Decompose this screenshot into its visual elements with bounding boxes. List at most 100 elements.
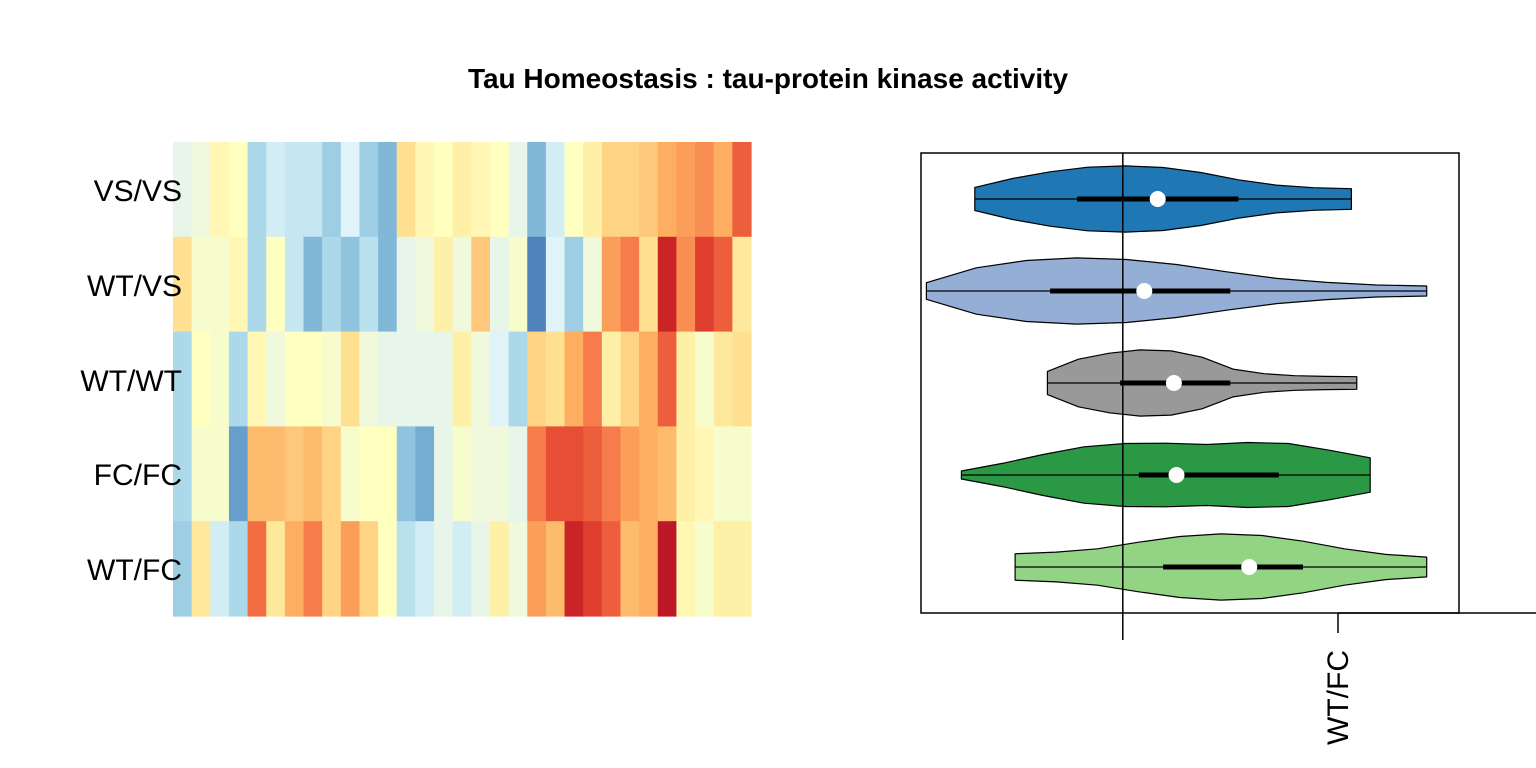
heatmap-cell-wt-vs-14 (415, 236, 435, 333)
row-label-fc-fc: FC/FC (94, 459, 182, 492)
heatmap-cell-wt-wt-26 (639, 331, 659, 427)
heatmap-cell-wt-wt-27 (657, 331, 678, 427)
violin-wt-fc (1014, 533, 1428, 601)
heatmap-row-labels: VS/VS WT/VS WT/WT FC/FC WT/FC (80, 175, 182, 587)
heatmap-cell-vs-vs-30 (713, 142, 733, 238)
heatmap-cell-wt-fc-6 (266, 521, 286, 617)
heatmap-cell-wt-wt-15 (434, 331, 454, 427)
heatmap-cell-vs-vs-20 (527, 142, 547, 238)
violin-median-wt-fc (1241, 559, 1258, 575)
heatmap-cell-fc-fc-27 (657, 426, 678, 522)
heatmap-cell-wt-wt-8 (303, 331, 323, 427)
heatmap-cell-vs-vs-10 (340, 142, 361, 238)
heatmap-cell-wt-vs-31 (732, 236, 752, 333)
heatmap-cell-wt-fc-3 (210, 521, 230, 617)
heatmap-cell-wt-wt-20 (527, 331, 547, 427)
heatmap-cell-wt-vs-6 (266, 236, 286, 333)
heatmap-cell-wt-vs-8 (303, 236, 323, 333)
heatmap-cell-wt-wt-21 (545, 331, 566, 427)
heatmap-cell-wt-fc-29 (695, 521, 715, 617)
heatmap-cell-wt-wt-5 (247, 331, 267, 427)
violin-median-wt-vs (1136, 283, 1153, 299)
heatmap-cell-fc-fc-4 (228, 426, 249, 522)
violin-median-wt-wt (1165, 375, 1182, 391)
heatmap-cell-wt-fc-5 (247, 521, 267, 617)
heatmap-cell-vs-vs-24 (601, 142, 622, 238)
heatmap-cell-vs-vs-5 (247, 142, 267, 238)
heatmap-cell-wt-wt-31 (732, 331, 752, 427)
heatmap-cell-vs-vs-19 (508, 142, 528, 238)
heatmap-cell-wt-vs-4 (228, 236, 249, 333)
heatmap-cell-vs-vs-13 (396, 142, 416, 238)
heatmap-cell-vs-vs-6 (266, 142, 286, 238)
heatmap-cell-fc-fc-6 (266, 426, 286, 522)
heatmap-cell-wt-fc-19 (508, 521, 528, 617)
heatmap-cell-wt-vs-24 (601, 236, 622, 333)
heatmap-cell-wt-vs-23 (583, 236, 603, 333)
x-tick-label-wt-fc: WT/FC (1322, 650, 1355, 745)
heatmap-cell-vs-vs-21 (545, 142, 566, 238)
heatmap-cell-wt-vs-29 (695, 236, 715, 333)
heatmap-cell-fc-fc-30 (713, 426, 733, 522)
heatmap-cell-vs-vs-27 (657, 142, 678, 238)
heatmap-cell-wt-wt-24 (601, 331, 622, 427)
heatmap-cell-wt-wt-6 (266, 331, 286, 427)
violin-median-fc-fc (1168, 467, 1185, 483)
heatmap-cell-fc-fc-17 (471, 426, 491, 522)
heatmap-cell-wt-wt-11 (359, 331, 379, 427)
heatmap-cell-wt-vs-3 (210, 236, 230, 333)
heatmap-cell-vs-vs-22 (564, 142, 584, 238)
heatmap-cell-vs-vs-2 (191, 142, 211, 238)
heatmap-cell-wt-wt-4 (228, 331, 249, 427)
heatmap-cell-wt-wt-22 (564, 331, 584, 427)
heatmap-cell-wt-wt-16 (452, 331, 472, 427)
heatmap-cell-wt-vs-10 (340, 236, 361, 333)
heatmap-cell-fc-fc-13 (396, 426, 416, 522)
heatmap-cell-wt-vs-12 (378, 236, 398, 333)
heatmap-cell-wt-fc-21 (545, 521, 566, 617)
heatmap-cell-wt-fc-22 (564, 521, 584, 617)
heatmap-cell-wt-vs-30 (713, 236, 733, 333)
heatmap-cell-fc-fc-9 (322, 426, 342, 522)
heatmap-cell-wt-wt-29 (695, 331, 715, 427)
heatmap-cell-wt-fc-9 (322, 521, 342, 617)
heatmap-cell-fc-fc-15 (434, 426, 454, 522)
heatmap-cell-vs-vs-11 (359, 142, 379, 238)
heatmap-cell-fc-fc-8 (303, 426, 323, 522)
heatmap-cell-wt-wt-13 (396, 331, 416, 427)
heatmap-cell-vs-vs-16 (452, 142, 472, 238)
heatmap-cell-vs-vs-31 (732, 142, 752, 238)
heatmap-cell-vs-vs-29 (695, 142, 715, 238)
heatmap-cell-fc-fc-24 (601, 426, 622, 522)
heatmap-cell-wt-fc-8 (303, 521, 323, 617)
violin-wt-vs (925, 257, 1428, 325)
heatmap-cell-vs-vs-4 (228, 142, 249, 238)
heatmap-cell-wt-fc-2 (191, 521, 211, 617)
heatmap-cell-vs-vs-26 (639, 142, 659, 238)
heatmap-cell-fc-fc-7 (284, 426, 305, 522)
heatmap-cell-fc-fc-11 (359, 426, 379, 522)
chart-title: Tau Homeostasis : tau-protein kinase act… (468, 63, 1069, 94)
heatmap-cell-vs-vs-7 (284, 142, 305, 238)
heatmap-cell-vs-vs-23 (583, 142, 603, 238)
heatmap-cell-vs-vs-9 (322, 142, 342, 238)
heatmap-cell-fc-fc-5 (247, 426, 267, 522)
heatmap-cell-wt-vs-16 (452, 236, 472, 333)
heatmap-cell-fc-fc-20 (527, 426, 547, 522)
violin-plot (925, 165, 1428, 601)
heatmap-cell-fc-fc-18 (489, 426, 510, 522)
heatmap-cell-wt-fc-26 (639, 521, 659, 617)
violin-median-vs-vs (1149, 191, 1166, 207)
heatmap-cell-wt-fc-28 (676, 521, 696, 617)
heatmap-cell-wt-fc-7 (284, 521, 305, 617)
heatmap-cell-wt-fc-4 (228, 521, 249, 617)
heatmap-cell-fc-fc-26 (639, 426, 659, 522)
heatmap-cell-fc-fc-12 (378, 426, 398, 522)
row-label-wt-fc: WT/FC (87, 554, 182, 587)
heatmap-cell-wt-vs-15 (434, 236, 454, 333)
heatmap-cell-vs-vs-15 (434, 142, 454, 238)
heatmap-cell-fc-fc-1 (173, 426, 193, 522)
heatmap-cell-wt-vs-7 (284, 236, 305, 333)
heatmap-cell-wt-vs-17 (471, 236, 491, 333)
